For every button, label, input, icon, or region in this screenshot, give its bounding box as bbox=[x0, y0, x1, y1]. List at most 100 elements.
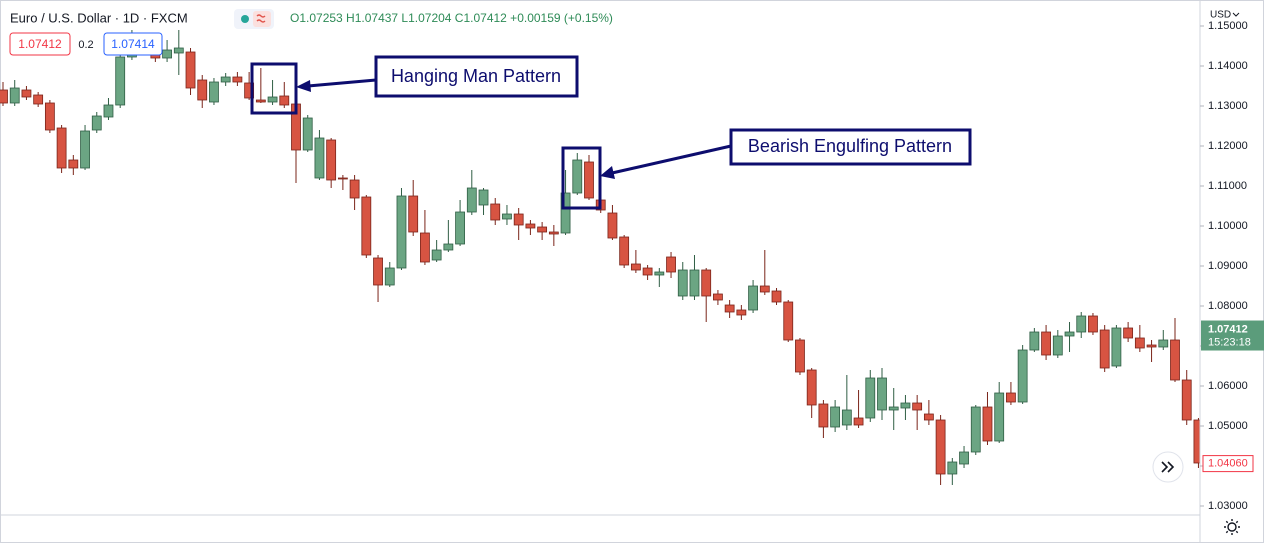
candle-body bbox=[326, 139, 337, 181]
candle-body bbox=[255, 99, 266, 103]
y-tick-label: 1.13000 bbox=[1208, 100, 1248, 112]
candle-body bbox=[1052, 335, 1063, 356]
candle-body bbox=[818, 403, 829, 428]
last-price-tag bbox=[1201, 320, 1264, 351]
candle-body bbox=[947, 461, 958, 475]
y-tick-label: 1.08000 bbox=[1208, 300, 1248, 312]
candle-body bbox=[548, 231, 559, 235]
candle-body bbox=[584, 161, 594, 199]
candle-body bbox=[736, 309, 747, 316]
y-tick-label: 1.11000 bbox=[1208, 180, 1247, 192]
candle-body bbox=[923, 413, 934, 421]
annotation-label: Hanging Man Pattern bbox=[391, 66, 561, 86]
buy-button[interactable] bbox=[103, 32, 163, 56]
candle-body bbox=[80, 130, 90, 169]
candle-body bbox=[1029, 331, 1040, 351]
candle-body bbox=[9, 87, 20, 104]
price-marker-label: 1.04060 bbox=[1208, 458, 1248, 470]
candle-body bbox=[1099, 329, 1110, 369]
candle-body bbox=[162, 49, 172, 59]
candle-body bbox=[91, 115, 102, 131]
candle-body bbox=[1064, 331, 1075, 337]
candle-body bbox=[33, 94, 44, 105]
y-tick-label: 1.06000 bbox=[1208, 380, 1248, 392]
candle-body bbox=[1006, 392, 1016, 403]
candle-body bbox=[970, 406, 981, 453]
last-price: 1.07412 bbox=[1208, 323, 1248, 335]
price-marker bbox=[1202, 455, 1254, 473]
y-tick-label: 1.15000 bbox=[1208, 20, 1248, 32]
candle-body bbox=[1041, 331, 1051, 356]
candle-body bbox=[384, 267, 395, 286]
candle-body bbox=[795, 339, 805, 373]
candle-body bbox=[560, 192, 571, 234]
candle-body bbox=[724, 304, 735, 313]
candle-body bbox=[912, 402, 923, 411]
buy-price[interactable]: 1.07414 bbox=[111, 37, 155, 51]
candle-body bbox=[0, 89, 8, 104]
candle-body bbox=[865, 377, 876, 419]
candle-body bbox=[1123, 327, 1134, 339]
candle-body bbox=[466, 187, 477, 213]
plot-area: Feb14Mar1423Apr18May16Jun13 bbox=[0, 30, 1200, 485]
candle-body bbox=[806, 369, 817, 406]
candle-body bbox=[68, 159, 79, 169]
candle-body bbox=[982, 406, 993, 442]
candle-body bbox=[1146, 344, 1157, 348]
candle-body bbox=[642, 267, 653, 276]
candle-body bbox=[1170, 339, 1180, 381]
candle-body bbox=[396, 195, 407, 269]
scroll-right-button[interactable] bbox=[1152, 451, 1184, 483]
y-tick-label: 1.09000 bbox=[1208, 260, 1248, 272]
candle-body bbox=[302, 117, 313, 151]
candle-body bbox=[373, 257, 383, 286]
candle-body bbox=[630, 263, 641, 271]
candle-body bbox=[173, 47, 184, 54]
candle-body bbox=[830, 406, 841, 428]
candle-body bbox=[21, 89, 32, 98]
y-tick-label: 1.05000 bbox=[1208, 420, 1248, 432]
candle-body bbox=[279, 95, 290, 106]
candle-body bbox=[232, 76, 243, 83]
status-icons[interactable] bbox=[234, 9, 274, 29]
candle-body bbox=[337, 177, 348, 180]
candle-body bbox=[408, 195, 419, 233]
candle-body bbox=[56, 127, 67, 169]
candle-body bbox=[900, 402, 911, 409]
candle-body bbox=[420, 232, 430, 263]
candle-body bbox=[619, 236, 630, 266]
candle-body bbox=[1017, 349, 1028, 403]
candle-body bbox=[209, 81, 219, 103]
y-tick-label: 1.12000 bbox=[1208, 140, 1248, 152]
countdown: 15:23:18 bbox=[1208, 336, 1251, 348]
symbol-title: Euro / U.S. Dollar · 1D · FXCM bbox=[10, 10, 188, 25]
sell-price[interactable]: 1.07412 bbox=[18, 37, 62, 51]
candle-body bbox=[220, 76, 231, 83]
candle-body bbox=[1134, 337, 1145, 349]
candle-body bbox=[853, 417, 864, 426]
candle-body bbox=[677, 269, 688, 297]
candle-body bbox=[888, 406, 899, 411]
sell-button[interactable] bbox=[9, 32, 71, 56]
spread: 0.2 bbox=[78, 39, 93, 51]
candle-body bbox=[935, 419, 946, 475]
annotation-label: Bearish Engulfing Pattern bbox=[748, 136, 952, 156]
bearish-engulfing-annotation bbox=[561, 128, 972, 210]
candle-body bbox=[513, 213, 524, 226]
candle-body bbox=[478, 189, 489, 206]
candle-body bbox=[877, 377, 887, 411]
settings-icon[interactable] bbox=[1224, 519, 1240, 535]
currency-caret[interactable] bbox=[1232, 12, 1240, 17]
candle-body bbox=[115, 56, 126, 106]
candle-body bbox=[349, 179, 360, 199]
candle-body bbox=[314, 137, 325, 179]
currency[interactable]: USD bbox=[1210, 10, 1231, 21]
candle-body bbox=[267, 96, 278, 103]
candle-body bbox=[841, 409, 852, 426]
candle-body bbox=[713, 293, 723, 301]
candle-body bbox=[537, 226, 548, 233]
candle-body bbox=[1076, 315, 1087, 333]
candle-body bbox=[666, 256, 676, 273]
price-axis: 1.15000 1.14000 1.13000 1.12000 1.11000 1.100… bbox=[1200, 20, 1264, 512]
